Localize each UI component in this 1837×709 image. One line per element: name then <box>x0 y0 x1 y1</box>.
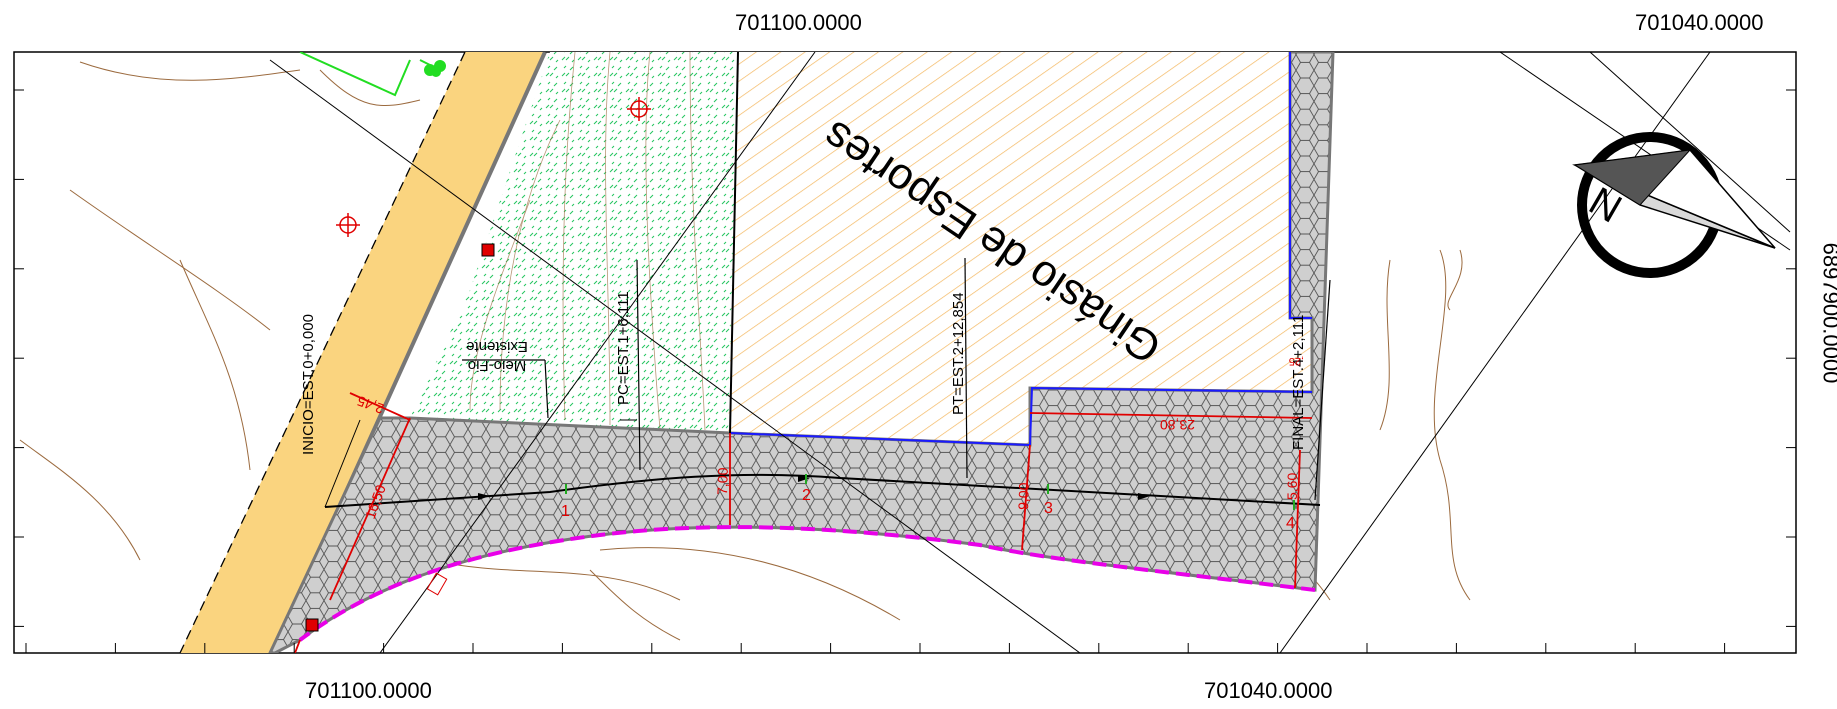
existing-road <box>180 52 545 653</box>
station-label-pc: PC=EST.1+6,111 <box>615 291 632 405</box>
station-markers <box>565 474 1295 510</box>
station-number: 1 <box>561 503 570 520</box>
station-number: 2 <box>802 487 811 504</box>
dim-label: 7,00 <box>714 467 731 495</box>
blue-boundary <box>729 52 1313 446</box>
station-number: 3 <box>1044 500 1053 517</box>
coord-bottom-left: 701100.0000 <box>305 678 432 703</box>
coord-bottom-right: 701040.0000 <box>1204 678 1333 703</box>
red-marker-square <box>481 243 495 257</box>
alignment-axis <box>324 473 1321 508</box>
building-area <box>728 52 1312 445</box>
red-marker-square <box>305 618 319 632</box>
green-lot-outline <box>299 52 446 97</box>
green-contours <box>469 52 706 431</box>
dim-label: 9,00 <box>1015 482 1032 510</box>
dim-label: ,25 <box>1289 355 1304 367</box>
station-leaders <box>462 257 1331 501</box>
dimension-lines <box>294 392 1313 653</box>
construction-lines <box>269 52 1791 653</box>
coord-top-right: 701040.0000 <box>1635 10 1764 35</box>
green-hatched-area <box>410 52 738 433</box>
new-curb-line <box>298 525 1316 642</box>
station-label-pt: PT=EST.2+12,854 <box>950 292 967 415</box>
frame-ticks <box>14 89 1796 653</box>
curb-label-line2: Existente <box>466 338 528 355</box>
station-label-start: INICIO=EST.0+0,000 <box>300 314 317 455</box>
station-label-final: FINAL=EST.4+2,111 <box>1290 315 1307 450</box>
station-numbers: 1 2 3 4 <box>561 487 1295 532</box>
tree-symbol <box>336 97 651 237</box>
curb-label: Meio-Fio Existente <box>466 338 528 374</box>
dim-label: 23,80 <box>1160 417 1195 433</box>
north-arrow: N <box>1572 132 1776 278</box>
station-number: 4 <box>1286 515 1295 532</box>
dim-label: 5,60 <box>1284 473 1300 500</box>
curb-label-line1: Meio-Fio <box>468 357 526 374</box>
coord-top-left: 701100.0000 <box>735 10 862 35</box>
